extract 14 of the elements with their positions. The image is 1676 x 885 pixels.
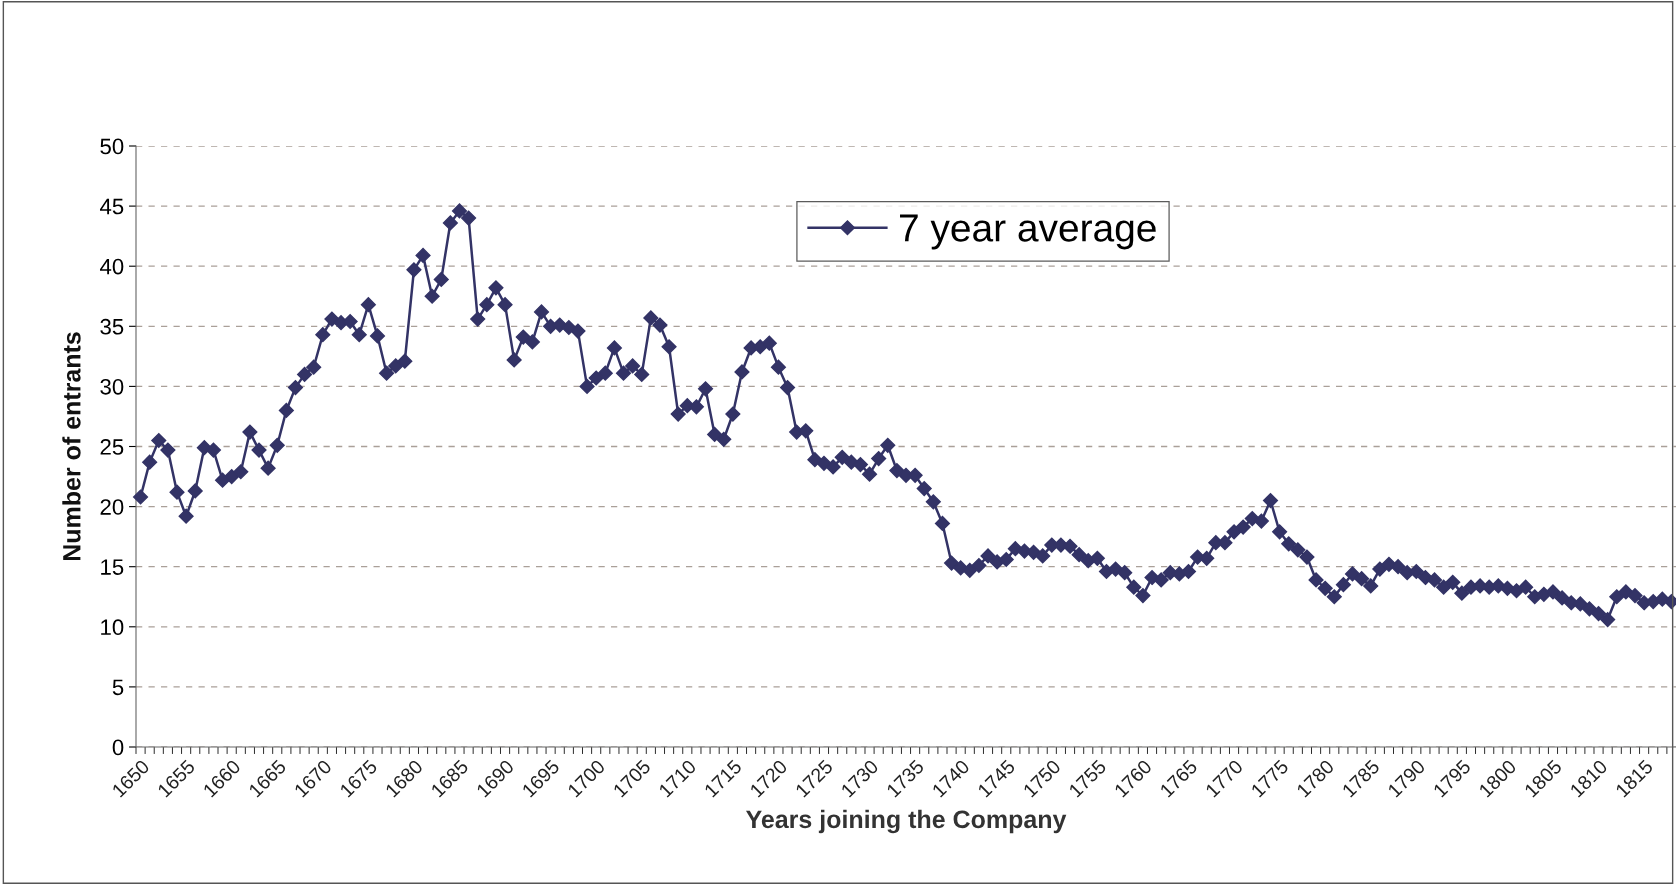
y-tick-label: 25: [100, 439, 124, 455]
y-tick-label: 0: [112, 739, 124, 756]
y-tick-label: 5: [112, 679, 124, 696]
y-tick-label: 45: [99, 198, 124, 215]
y-tick-label: 30: [100, 378, 124, 395]
y-axis-title: Number of entrants: [62, 332, 81, 561]
x-axis-title: Years joining the Company: [745, 809, 1067, 834]
y-tick-label: 40: [99, 258, 124, 275]
y-tick-label: 50: [100, 138, 124, 155]
y-tick-label: 15: [101, 559, 124, 575]
legend-label: 7 year average: [900, 214, 1156, 250]
y-tick-label: 20: [100, 499, 124, 515]
y-tick-label: 35: [100, 318, 124, 335]
y-tick-label: 10: [101, 619, 124, 636]
